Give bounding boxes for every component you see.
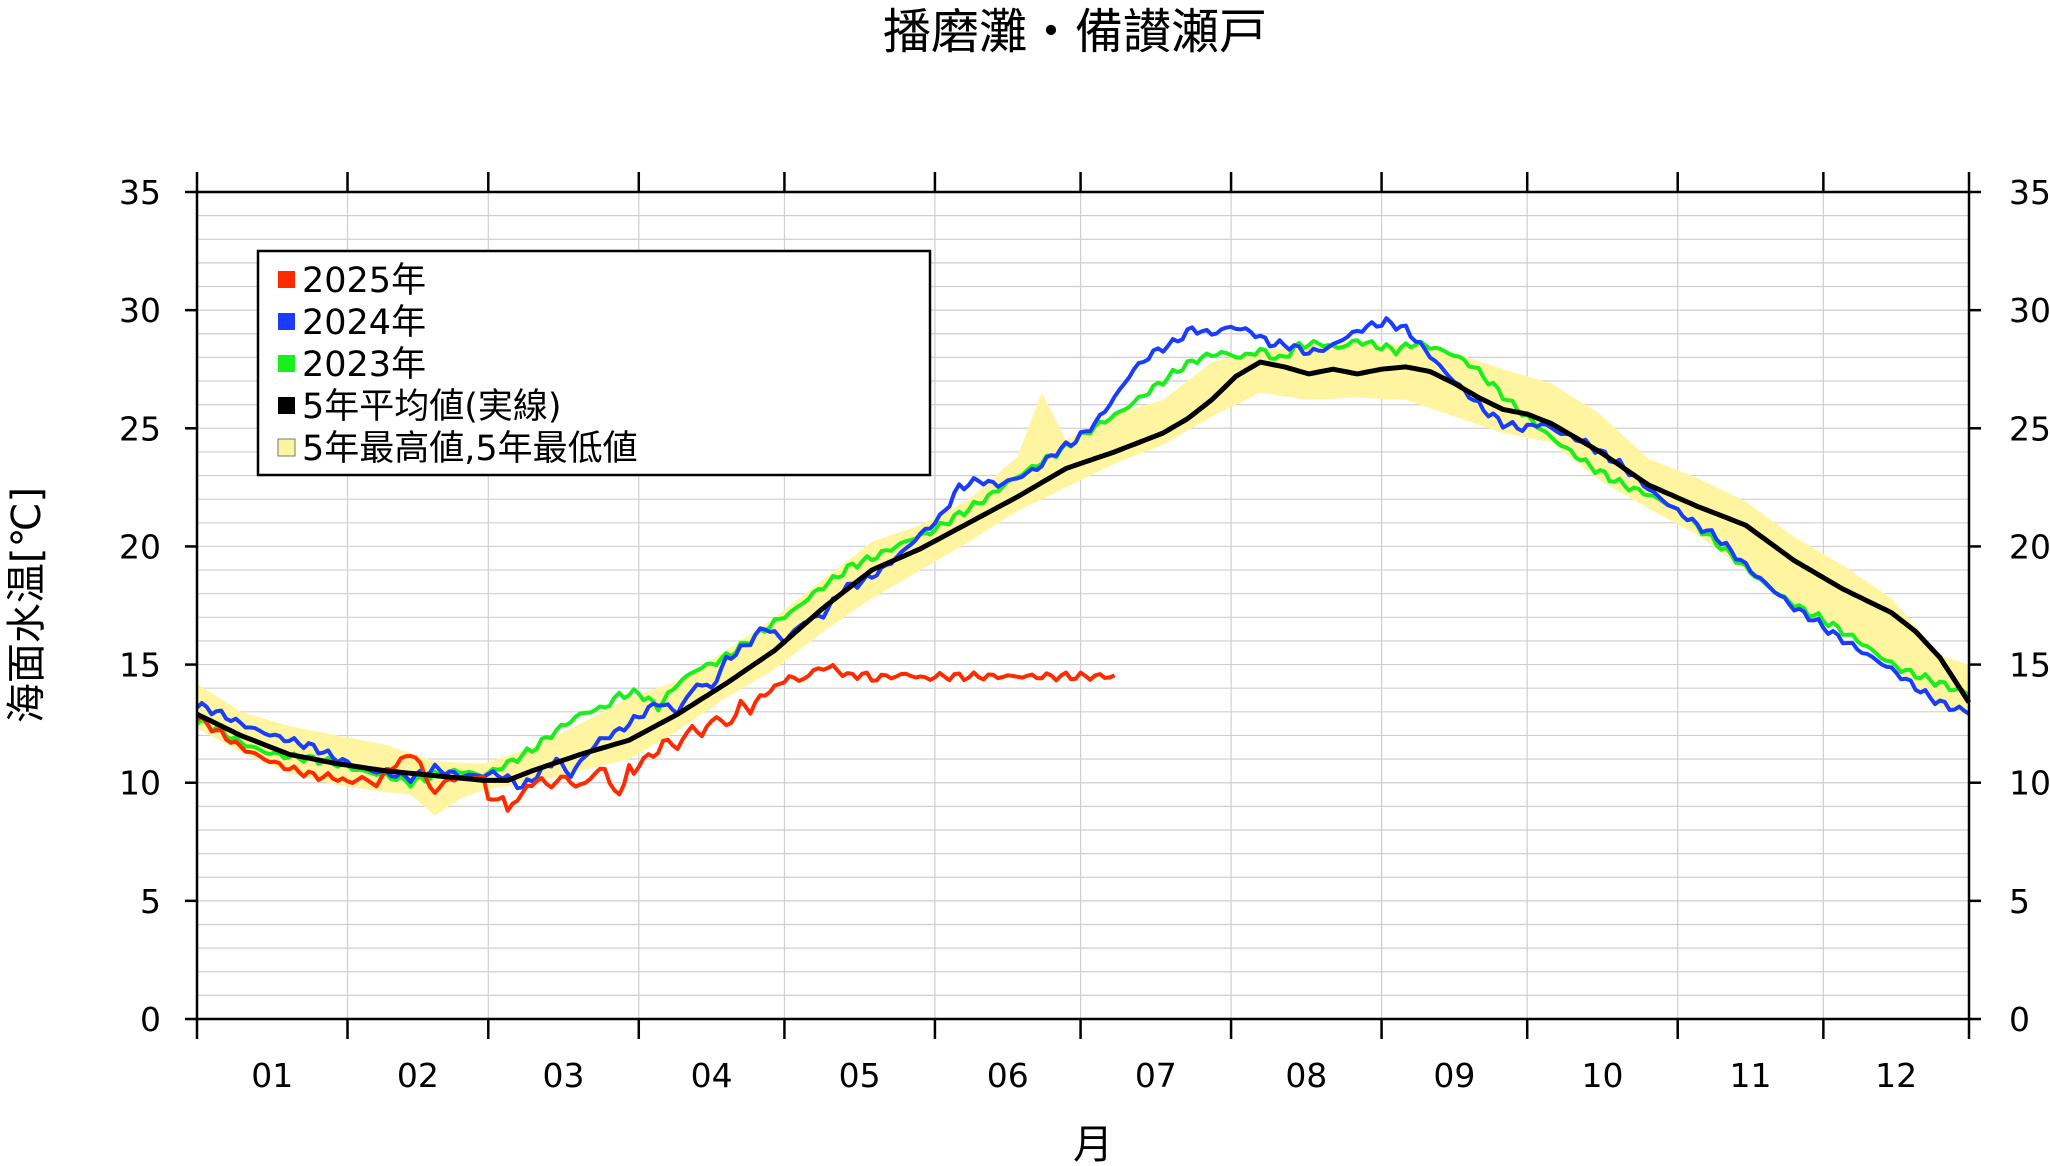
month-label: 11 — [1730, 1056, 1772, 1095]
y-tick-label-right: 5 — [2009, 882, 2030, 921]
month-label: 09 — [1433, 1056, 1475, 1095]
month-label: 08 — [1285, 1056, 1327, 1095]
y-tick-label-left: 5 — [140, 882, 161, 921]
y-tick-label-left: 25 — [119, 409, 161, 448]
month-label: 06 — [987, 1056, 1029, 1095]
legend-label-band: 5年最高値,5年最低値 — [302, 429, 638, 469]
month-label: 03 — [543, 1056, 585, 1095]
plot-frame — [195, 190, 1971, 1021]
chart-title: 播磨灘・備讃瀬戸 — [883, 4, 1267, 60]
month-label: 05 — [839, 1056, 881, 1095]
y-tick-label-left: 0 — [140, 1000, 161, 1039]
month-label: 10 — [1581, 1056, 1623, 1095]
series-lines — [195, 316, 1972, 813]
y-tick-label-right: 25 — [2009, 409, 2050, 448]
series-line-2024 — [195, 316, 1971, 791]
month-label: 02 — [397, 1056, 439, 1095]
legend-swatch-band — [277, 438, 296, 457]
series-line-2025 — [195, 663, 1116, 813]
y-tick-label-right: 30 — [2009, 291, 2050, 330]
legend-label-2023: 2023年 — [302, 345, 426, 385]
legend-swatch-2024 — [278, 313, 295, 330]
grid — [197, 192, 1969, 1019]
x-axis-title: 月 — [1073, 1122, 1113, 1166]
y-tick-label-right: 10 — [2009, 764, 2050, 803]
legend-box — [256, 249, 932, 477]
legend-label-2025: 2025年 — [302, 261, 426, 301]
month-label: 12 — [1875, 1056, 1917, 1095]
month-label: 04 — [691, 1056, 733, 1095]
y-axis-title: 海面水温[℃] — [4, 487, 50, 723]
y-tick-label-right: 15 — [2009, 646, 2050, 685]
legend-label-2024: 2024年 — [302, 303, 426, 343]
y-tick-label-right: 35 — [2009, 173, 2050, 212]
month-label: 07 — [1135, 1056, 1177, 1095]
y-tick-label-left: 15 — [119, 646, 161, 685]
legend-swatch-avg — [278, 397, 295, 414]
y-tick-label-left: 30 — [119, 291, 161, 330]
y-tick-label-right: 0 — [2009, 1000, 2030, 1039]
y-tick-label-left: 35 — [119, 173, 161, 212]
y-tick-label-right: 20 — [2009, 527, 2050, 566]
month-label: 01 — [251, 1056, 293, 1095]
legend-swatch-2023 — [278, 355, 295, 372]
legend-swatch-2025 — [278, 271, 295, 288]
legend-label-avg: 5年平均値(実線) — [302, 387, 562, 427]
y-tick-label-left: 20 — [119, 527, 161, 566]
series-line-avg — [195, 359, 1972, 783]
y-tick-label-left: 10 — [119, 764, 161, 803]
